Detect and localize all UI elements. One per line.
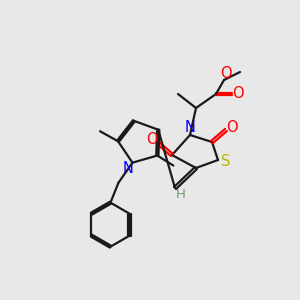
Text: O: O — [146, 133, 158, 148]
Text: O: O — [232, 86, 244, 101]
Text: S: S — [221, 154, 231, 169]
Text: O: O — [220, 65, 232, 80]
Text: H: H — [176, 188, 186, 202]
Text: O: O — [226, 119, 238, 134]
Text: N: N — [123, 161, 134, 176]
Text: N: N — [184, 121, 195, 136]
